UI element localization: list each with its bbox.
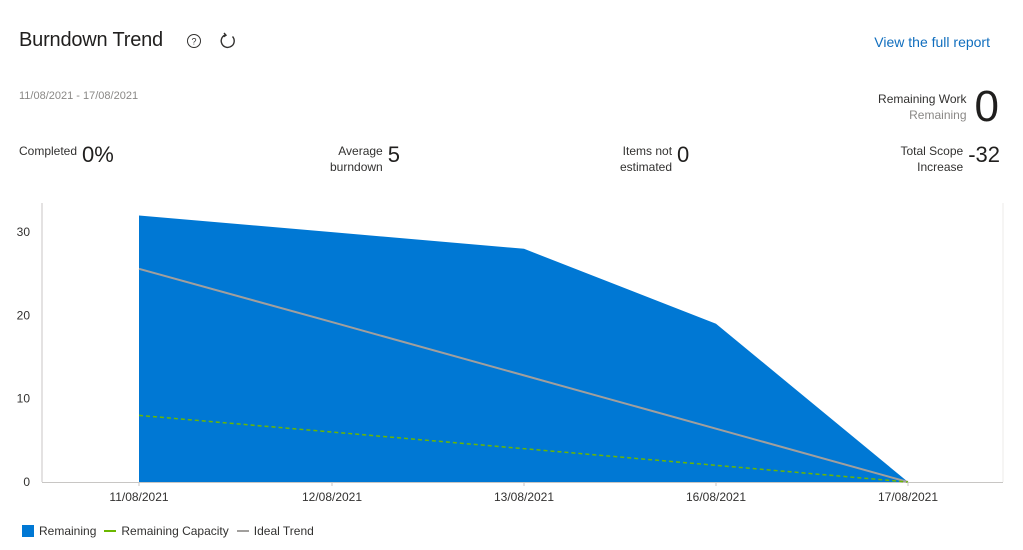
ideal-swatch xyxy=(237,530,249,532)
legend-item-ideal[interactable]: Ideal Trend xyxy=(237,524,314,538)
remaining-area xyxy=(139,215,908,482)
refresh-icon[interactable] xyxy=(219,32,237,50)
capacity-swatch xyxy=(104,530,116,532)
x-tick-label: 12/08/2021 xyxy=(302,490,362,504)
average-burndown-kpi: Average burndown 5 xyxy=(330,143,400,175)
legend-label-ideal: Ideal Trend xyxy=(254,524,314,538)
page-title: Burndown Trend xyxy=(19,29,163,52)
average-burndown-value: 5 xyxy=(388,143,400,167)
y-tick-label: 0 xyxy=(23,475,30,489)
remaining-work-value: 0 xyxy=(975,85,999,129)
help-circle-icon[interactable]: ? xyxy=(186,33,202,49)
view-full-report-link[interactable]: View the full report xyxy=(874,34,990,50)
items-not-estimated-value: 0 xyxy=(677,143,689,167)
legend-label-capacity: Remaining Capacity xyxy=(121,524,228,538)
total-scope-value: -32 xyxy=(968,143,1000,167)
chart-legend: Remaining Remaining Capacity Ideal Trend xyxy=(22,524,322,538)
items-not-estimated-label-1: Items not xyxy=(620,143,672,159)
remaining-swatch xyxy=(22,525,34,537)
legend-item-capacity[interactable]: Remaining Capacity xyxy=(104,524,228,538)
legend-label-remaining: Remaining xyxy=(39,524,96,538)
average-burndown-label-2: burndown xyxy=(330,159,383,175)
burndown-chart: 0 10 20 30 11/08/2021 12/08/2021 13/08/2021 16/… xyxy=(0,195,1023,515)
remaining-work-sublabel: Remaining xyxy=(878,107,966,123)
x-tick-label: 17/08/2021 xyxy=(878,490,938,504)
total-scope-label-1: Total Scope xyxy=(900,143,963,159)
x-tick-label: 11/08/2021 xyxy=(109,490,168,504)
legend-item-remaining[interactable]: Remaining xyxy=(22,524,96,538)
svg-text:?: ? xyxy=(191,37,196,47)
date-range: 11/08/2021 - 17/08/2021 xyxy=(19,90,138,102)
remaining-work-label: Remaining Work xyxy=(878,91,966,107)
remaining-work-kpi: Remaining Work Remaining 0 xyxy=(878,85,999,129)
items-not-estimated-kpi: Items not estimated 0 xyxy=(620,143,689,175)
average-burndown-label-1: Average xyxy=(330,143,383,159)
total-scope-label-2: Increase xyxy=(900,159,963,175)
x-tick-label: 16/08/2021 xyxy=(686,490,746,504)
y-tick-label: 10 xyxy=(17,392,31,406)
x-tick-label: 13/08/2021 xyxy=(494,490,554,504)
completed-label: Completed xyxy=(19,143,77,159)
completed-kpi: Completed 0% xyxy=(19,143,114,167)
y-tick-label: 30 xyxy=(17,225,31,239)
total-scope-increase-kpi: Total Scope Increase -32 xyxy=(900,143,1000,175)
completed-value: 0% xyxy=(82,143,114,167)
y-tick-label: 20 xyxy=(17,308,31,322)
items-not-estimated-label-2: estimated xyxy=(620,159,672,175)
